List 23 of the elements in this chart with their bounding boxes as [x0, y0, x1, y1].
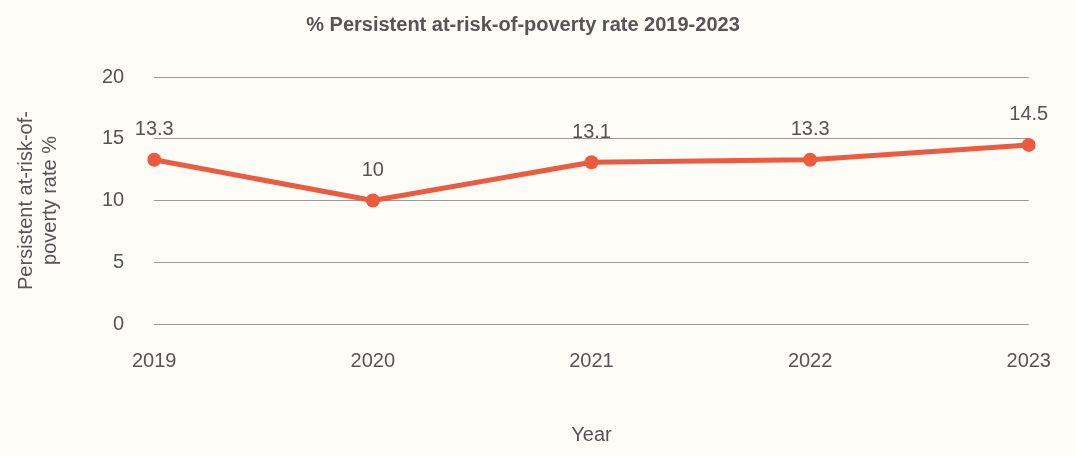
data-label: 13.1	[572, 119, 611, 142]
data-label: 13.3	[134, 117, 174, 140]
y-tick-label: 5	[113, 249, 125, 272]
data-label: 13.3	[790, 117, 830, 140]
chart-title: % Persistent at-risk-of-poverty rate 2019-2023	[306, 12, 740, 35]
x-tick-label: 2023	[1006, 348, 1051, 371]
point	[147, 152, 162, 167]
y-axis-title: Persistent at-risk-of-poverty rate %	[13, 111, 60, 290]
point	[1021, 137, 1036, 152]
point	[803, 152, 818, 167]
x-tick-label: 2020	[350, 348, 396, 371]
x-tick-label: 2019	[132, 348, 177, 371]
data-label: 10	[361, 158, 384, 181]
y-tick-label: 20	[102, 64, 125, 87]
y-tick-label: 0	[113, 311, 125, 334]
point	[584, 155, 599, 170]
y-tick-label: 10	[102, 188, 125, 211]
x-tick-label: 2022	[787, 348, 833, 371]
data-label: 14.5	[1009, 102, 1049, 125]
y-tick-label: 15	[102, 126, 125, 149]
x-tick-label: 2021	[569, 348, 614, 371]
point	[365, 193, 380, 208]
x-axis-title: Year	[571, 422, 613, 445]
